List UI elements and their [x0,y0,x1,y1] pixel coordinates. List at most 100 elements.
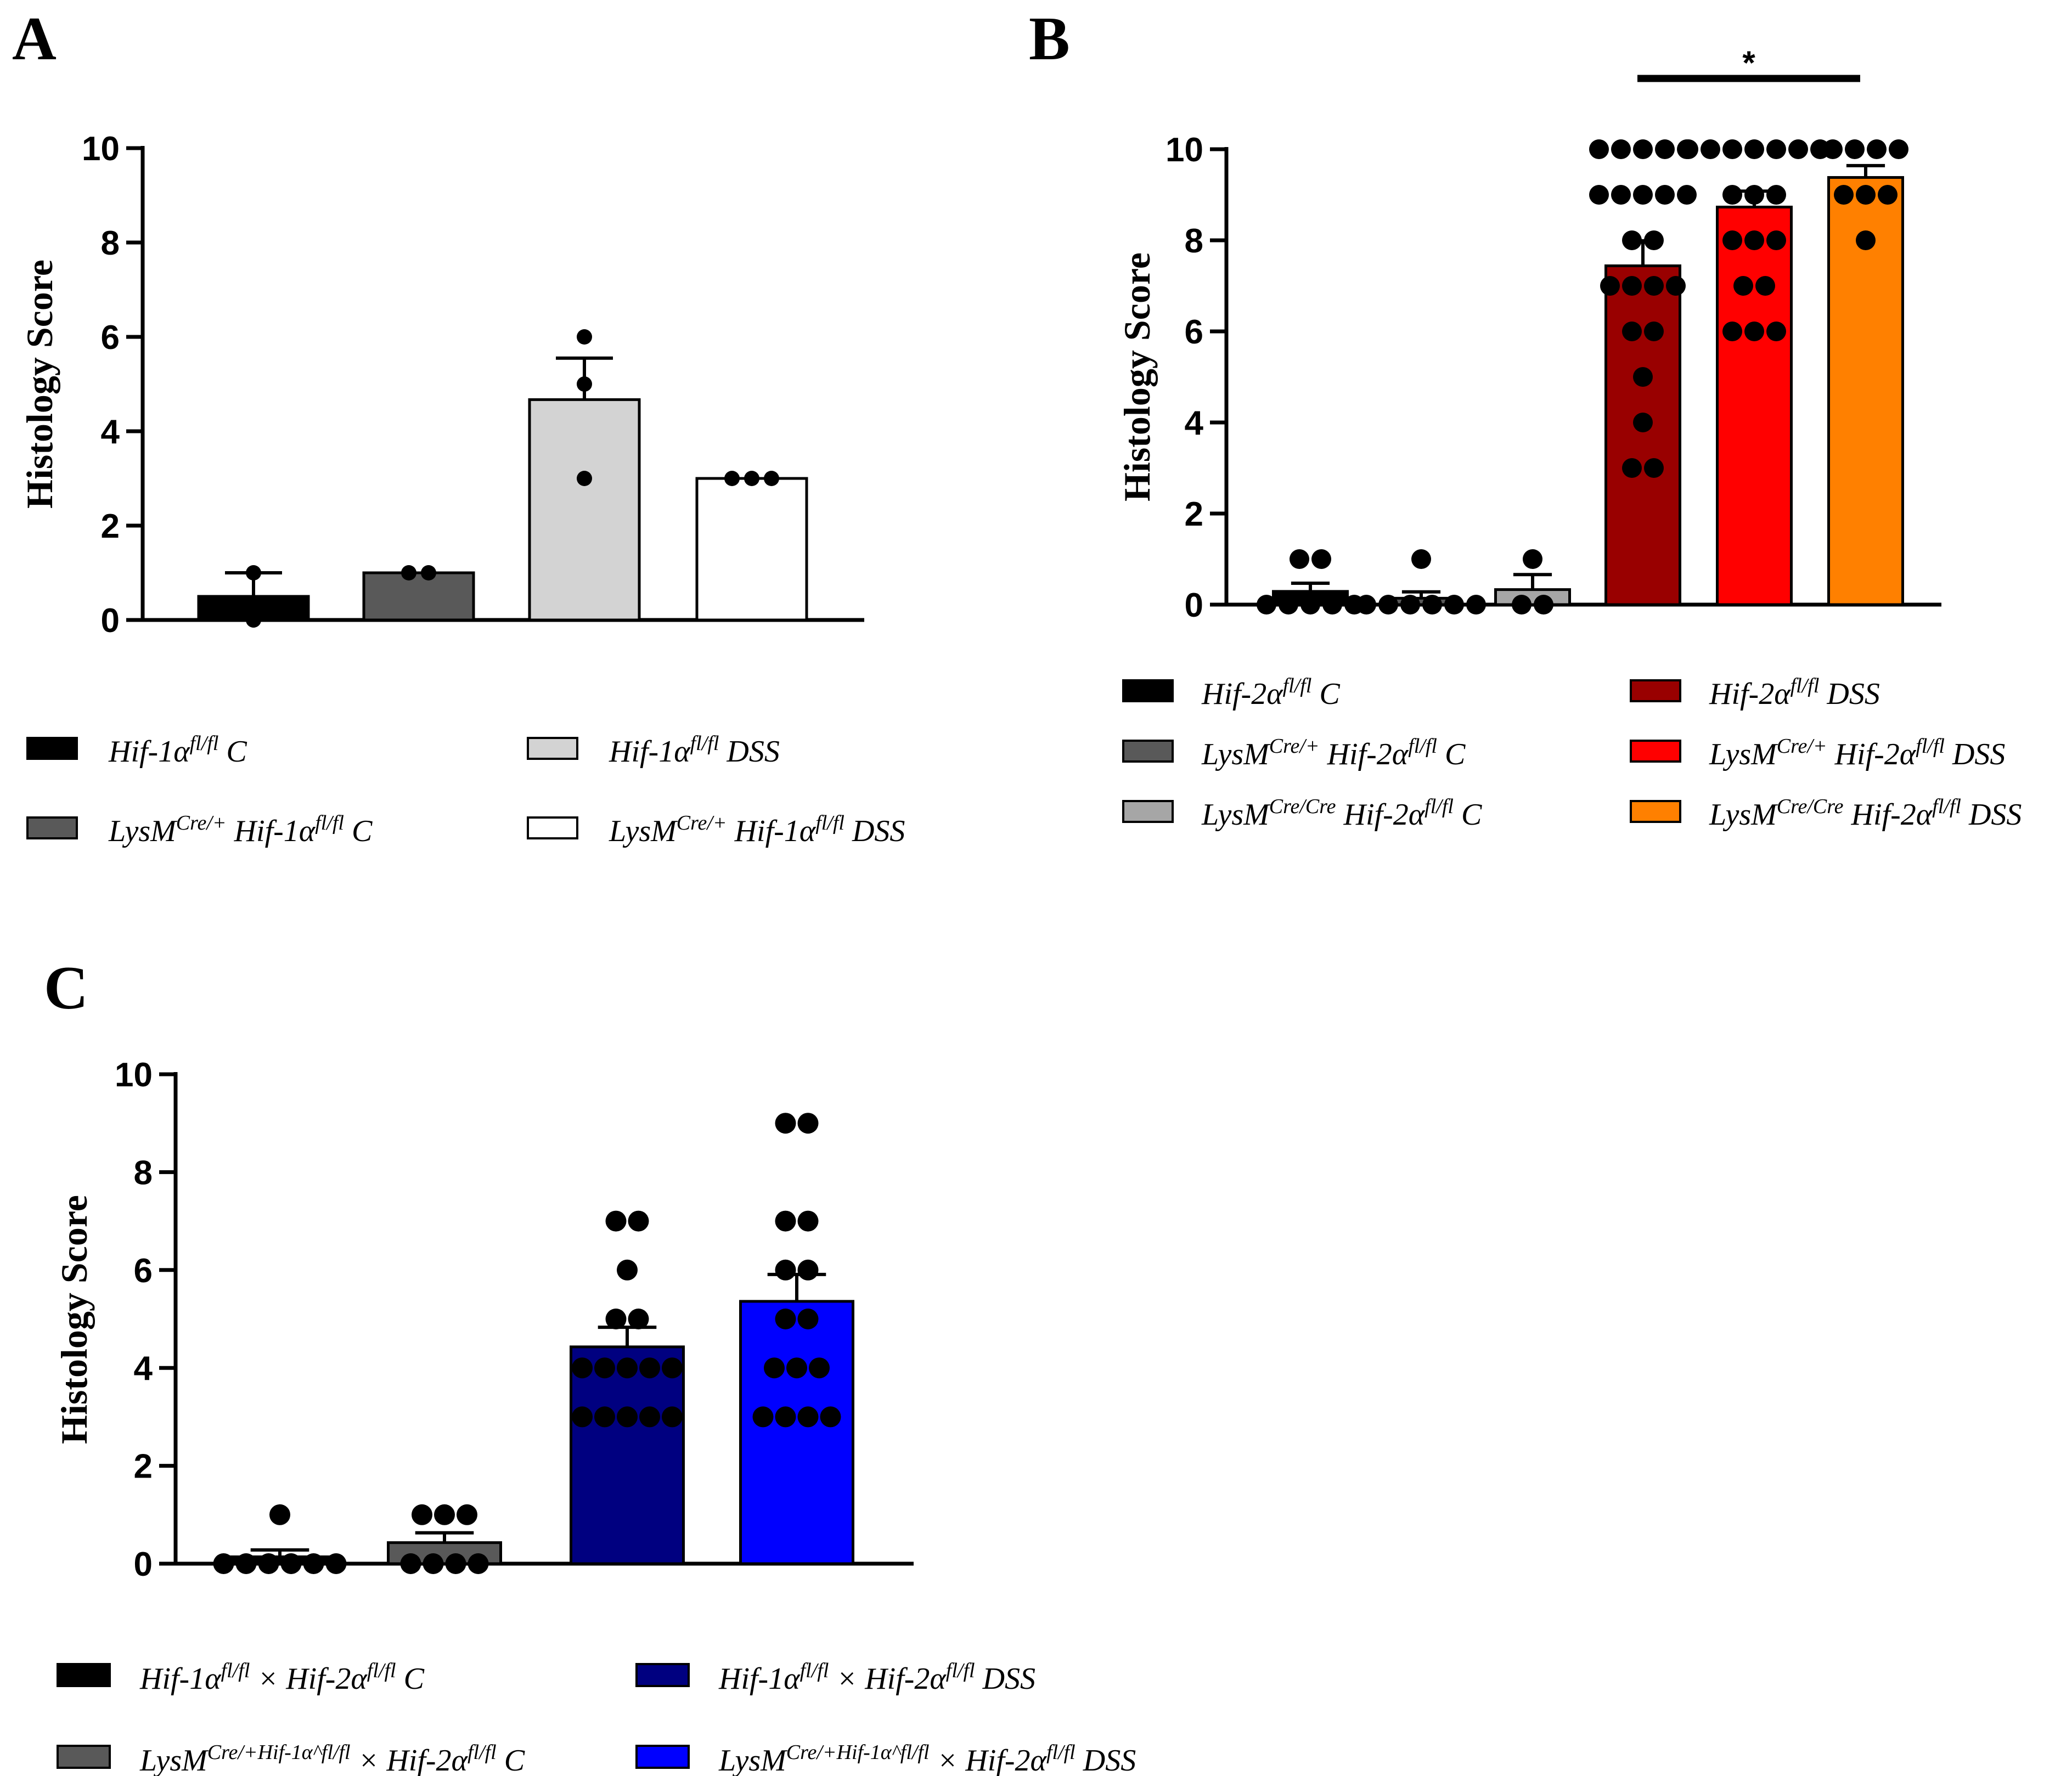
data-point-b-4 [1589,185,1609,205]
data-point-b-2 [1378,595,1398,614]
data-point-b-6 [1867,139,1887,159]
y-axis-label: Histology Score [19,260,60,509]
data-point-c-2 [434,1504,455,1525]
y-tick-label: 6 [134,1252,153,1290]
legend-swatch-b-1 [1122,679,1174,702]
data-point-b-4 [1644,230,1664,250]
bar-a-4 [695,477,808,622]
data-point-b-6 [1856,185,1876,205]
data-point-b-5 [1788,139,1808,159]
legend-swatch-b-5 [1630,740,1681,763]
data-point-b-4 [1622,230,1642,250]
data-point-c-2 [468,1553,489,1574]
data-point-c-1 [280,1553,302,1574]
legend-swatch-a-1 [26,737,78,760]
data-point-c-4 [797,1113,819,1134]
data-point-c-4 [775,1210,796,1232]
data-point-b-5 [1766,185,1786,205]
data-point-b-1 [1311,549,1331,569]
data-point-b-6 [1878,185,1898,205]
bar-b-3 [1494,588,1571,606]
data-point-b-2 [1411,549,1431,569]
data-point-b-4 [1666,276,1686,296]
data-point-c-4 [797,1210,819,1232]
data-point-b-5 [1744,322,1764,341]
data-point-b-4 [1611,139,1631,159]
data-point-c-3 [617,1406,638,1428]
data-point-c-1 [258,1553,279,1574]
chart-panel-c: 0 2 4 6 8 10 Histology Score Hif-1αfl/fl × Hif-… [53,1056,1136,1776]
data-point-a-3 [577,376,592,392]
y-axis-label: Histology Score [53,1195,95,1444]
legend-label-a-4: LysMCre/+ Hif-1αfl/fl DSS [609,811,905,848]
data-point-c-2 [423,1553,444,1574]
data-point-b-1 [1279,595,1298,614]
data-point-c-2 [412,1504,432,1525]
data-point-b-4 [1633,185,1653,205]
data-point-b-6 [1856,230,1876,250]
legend-swatch-a-3 [527,737,578,760]
data-point-a-1 [246,565,261,580]
y-tick-label: 4 [1185,404,1204,442]
data-point-c-3 [617,1259,638,1281]
legend-label-b-3: LysMCre/Cre Hif-2αfl/fl C [1201,795,1482,832]
data-point-c-3 [594,1357,615,1379]
data-point-c-4 [797,1259,819,1281]
chart-panel-a: 0 2 4 6 8 10 Histology Score Hif-1αfl/fl C LysMC… [19,130,905,848]
y-tick-label: 0 [134,1546,153,1583]
legend-swatch-b-6 [1630,800,1681,823]
legend-swatch-b-4 [1630,679,1681,702]
data-point-b-5 [1722,185,1742,205]
y-tick-label: 10 [1166,131,1203,169]
data-point-c-3 [572,1357,593,1379]
legend-label-b-2: LysMCre/+ Hif-2αfl/fl C [1201,735,1466,771]
data-point-c-1 [235,1553,257,1574]
data-point-c-4 [797,1406,819,1428]
y-axis-label: Histology Score [1116,252,1158,501]
y-tick-label: 0 [1185,587,1203,624]
data-point-b-3 [1534,595,1553,614]
data-point-a-3 [577,471,592,486]
data-point-b-1 [1290,549,1309,569]
legend-swatch-a-4 [527,816,578,839]
bar-c-4 [739,1300,854,1565]
data-point-c-3 [605,1210,627,1232]
data-point-b-5 [1744,139,1764,159]
data-point-b-4 [1633,139,1653,159]
data-point-b-4 [1655,185,1675,205]
data-point-a-1 [246,612,261,628]
data-point-a-2 [401,565,416,580]
data-point-b-4 [1622,458,1642,478]
data-point-b-5 [1733,276,1753,296]
bar-a-3 [528,398,641,622]
data-point-c-4 [809,1357,830,1379]
data-point-c-3 [639,1406,660,1428]
y-tick-label: 10 [115,1056,153,1094]
data-point-b-1 [1257,595,1276,614]
data-point-b-4 [1655,139,1675,159]
data-point-c-4 [775,1259,796,1281]
data-point-c-4 [775,1113,796,1134]
data-point-b-4 [1611,185,1631,205]
data-point-c-2 [457,1504,477,1525]
data-point-b-2 [1422,595,1442,614]
data-point-b-4 [1644,458,1664,478]
data-point-a-3 [577,329,592,345]
data-point-b-3 [1512,595,1532,614]
data-point-c-2 [445,1553,466,1574]
data-point-b-5 [1766,322,1786,341]
data-point-b-5 [1722,230,1742,250]
data-point-c-1 [325,1553,347,1574]
legend-label-b-4: Hif-2αfl/fl DSS [1709,674,1880,711]
y-tick-label: 10 [82,130,120,168]
data-point-c-1 [303,1553,324,1574]
legend-swatch-c-2 [57,1745,111,1769]
bar-b-4 [1604,264,1681,606]
data-point-b-4 [1644,322,1664,341]
bar-c-3 [570,1345,685,1565]
legend-label-c-4: LysMCre/+Hif-1α^fl/fl × Hif-2αfl/fl DSS [718,1741,1136,1776]
legend-label-a-3: Hif-1αfl/fl DSS [609,732,780,769]
data-point-b-2 [1466,595,1486,614]
data-point-a-4 [724,471,740,486]
data-point-c-4 [775,1309,796,1329]
